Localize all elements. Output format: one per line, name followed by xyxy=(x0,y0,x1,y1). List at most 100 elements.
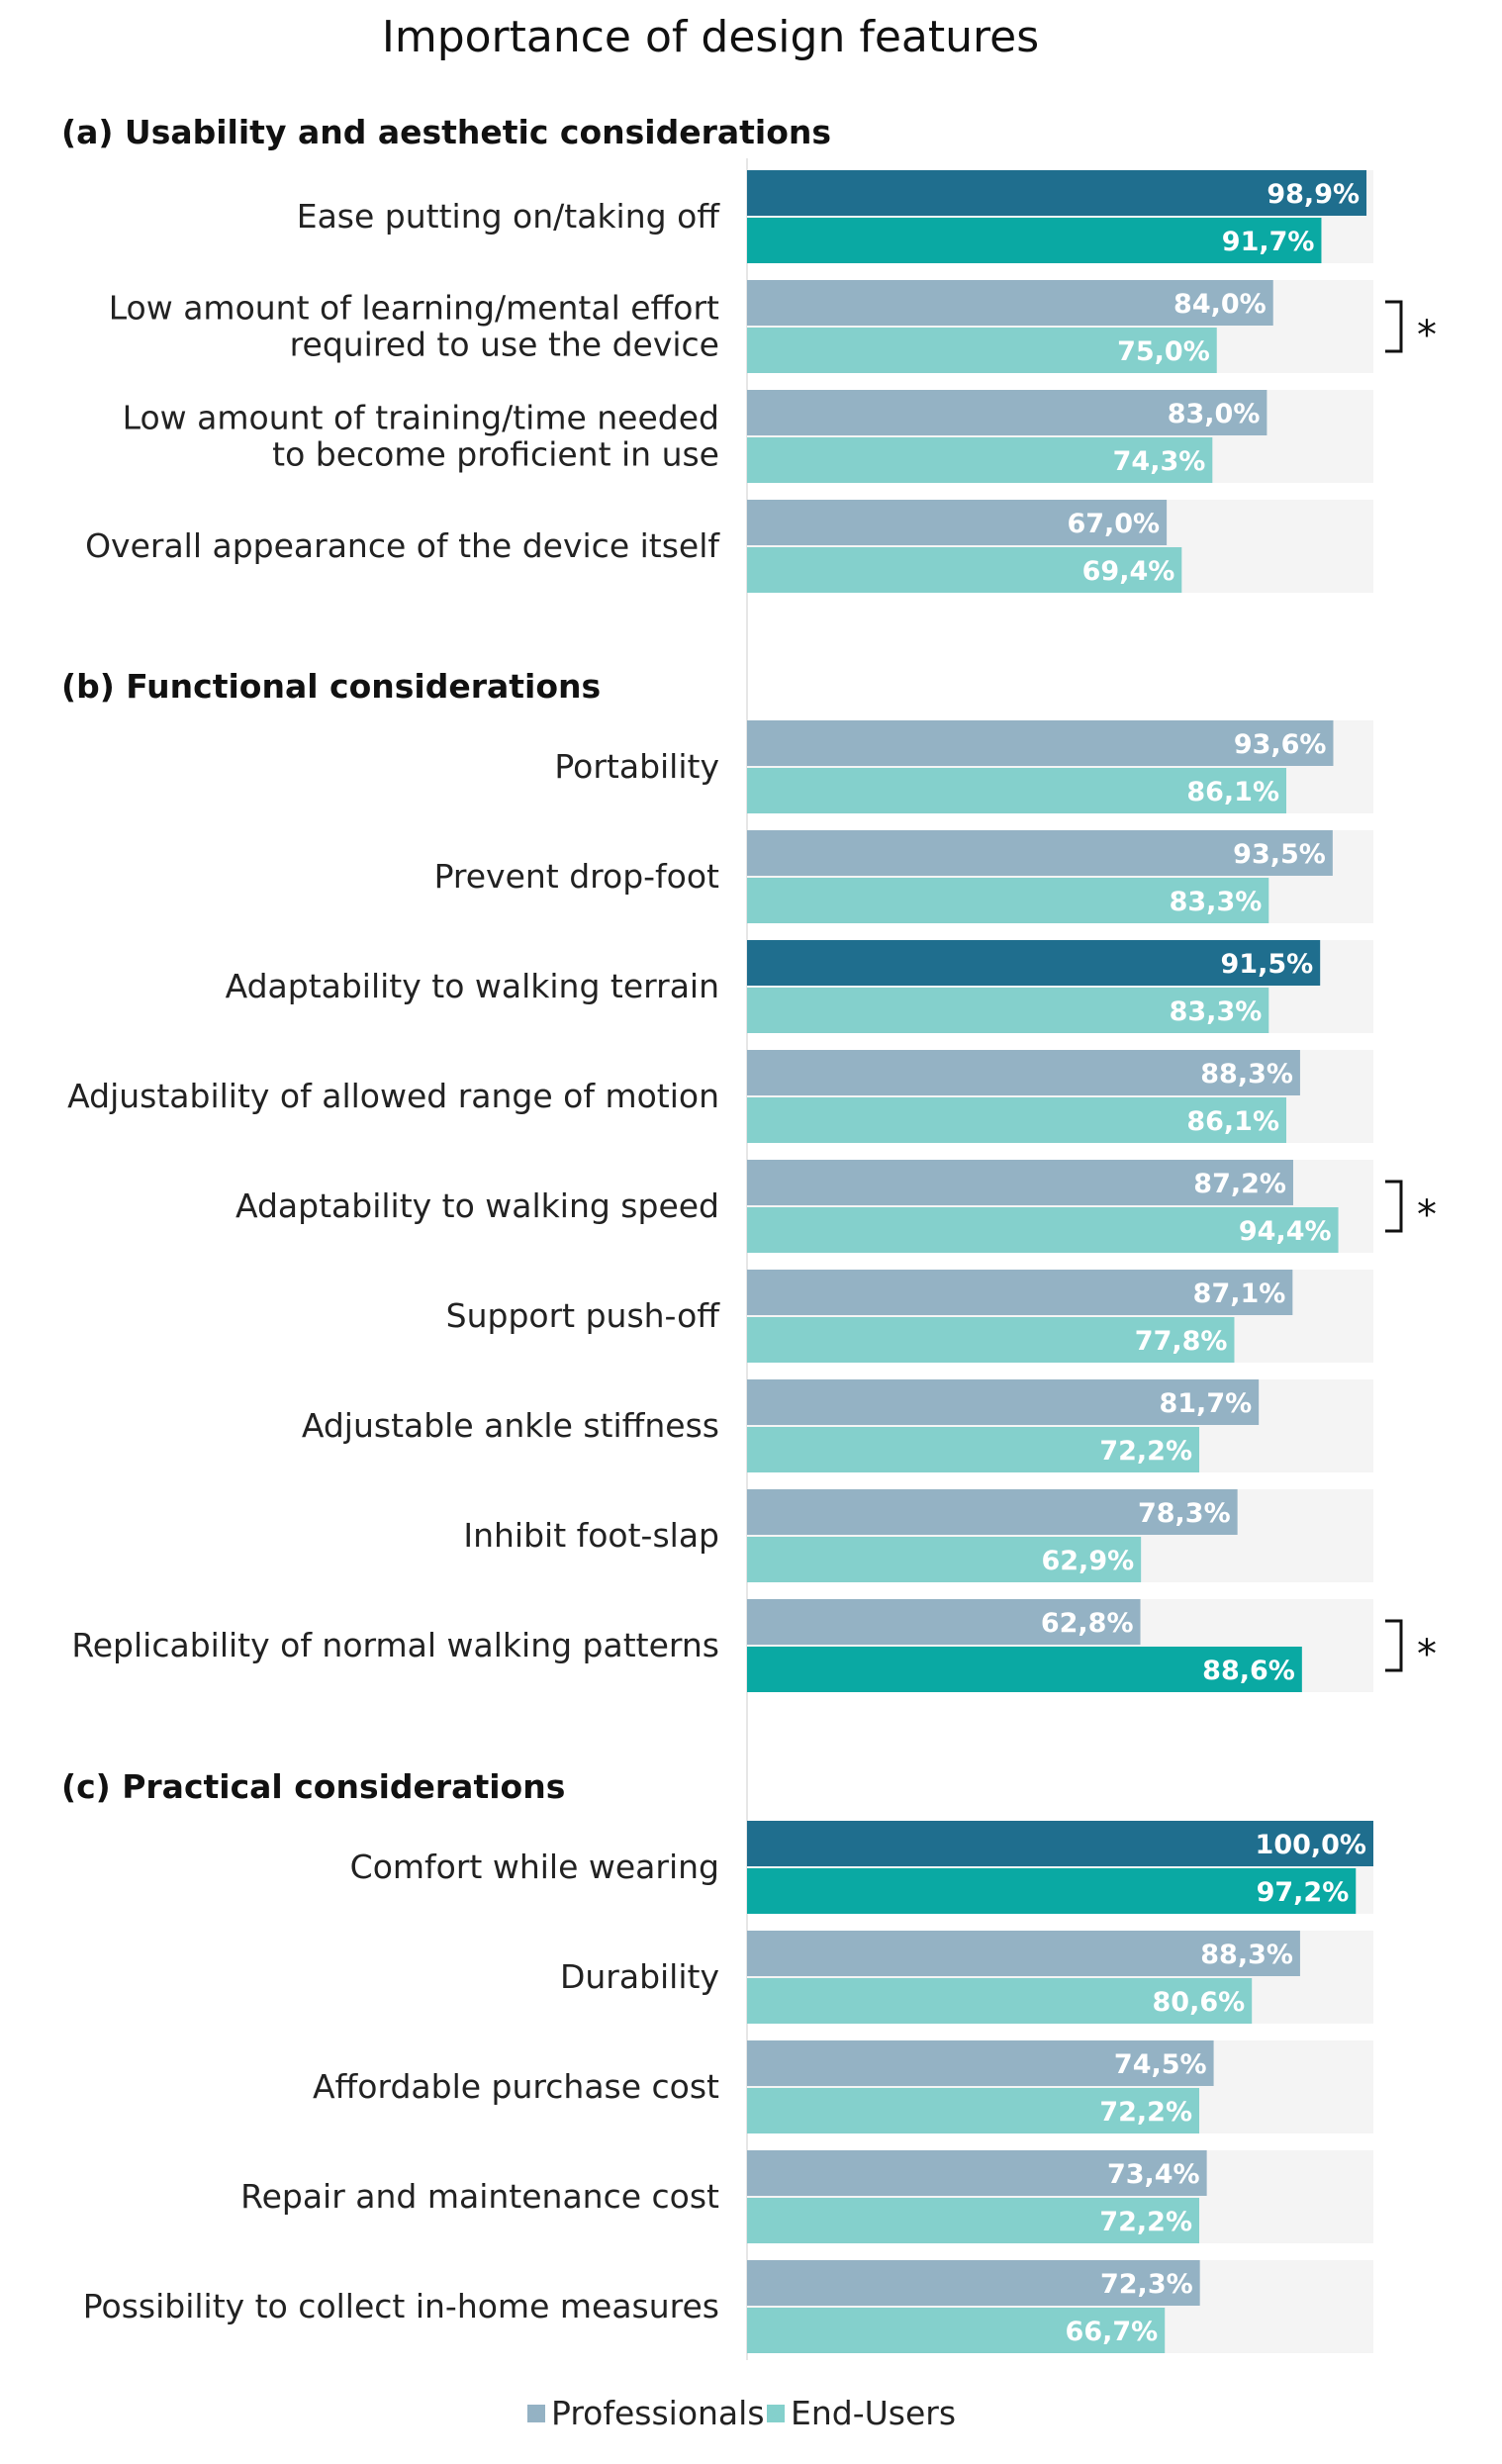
bar-end-users xyxy=(747,1647,1302,1692)
data-label-professionals: 83,0% xyxy=(1168,399,1261,429)
bar-professionals xyxy=(747,1050,1300,1095)
category-label: Adaptability to walking speed xyxy=(235,1186,719,1225)
data-label-end-users: 83,3% xyxy=(1170,887,1263,917)
legend-swatch xyxy=(767,2405,785,2422)
bar-group: 83,0% 74,3% Low amount of training/time ne… xyxy=(123,390,1373,483)
bar-professionals xyxy=(747,2040,1214,2086)
data-label-professionals: 91,5% xyxy=(1221,949,1314,980)
category-label: Support push-off xyxy=(446,1296,721,1335)
data-label-end-users: 94,4% xyxy=(1239,1216,1332,1247)
bar-group: 74,5% 72,2% Affordable purchase cost xyxy=(313,2040,1373,2133)
significance-bracket xyxy=(1385,300,1403,353)
bar-end-users xyxy=(747,328,1217,373)
bar-group: 93,6% 86,1% Portability xyxy=(554,720,1373,813)
bar-group: 62,8% 88,6% Replicability of normal walkin… xyxy=(71,1599,1437,1692)
category-label: Ease putting on/taking off xyxy=(297,197,721,236)
category-label: Possibility to collect in-home measures xyxy=(83,2287,719,2325)
bar-end-users xyxy=(747,1427,1200,1472)
bar-group: 93,5% 83,3% Prevent drop-foot xyxy=(434,830,1373,923)
bar-end-users xyxy=(747,1097,1287,1143)
category-label: required to use the device xyxy=(290,326,719,364)
category-label: Portability xyxy=(554,747,719,786)
data-label-professionals: 88,3% xyxy=(1200,1059,1293,1090)
bar-professionals xyxy=(747,1821,1373,1866)
bar-professionals xyxy=(747,830,1333,876)
bar-professionals xyxy=(747,940,1321,986)
legend-item-professionals: Professionals xyxy=(527,2394,765,2432)
data-label-end-users: 88,6% xyxy=(1202,1656,1295,1686)
category-label: Inhibit foot-slap xyxy=(463,1516,719,1555)
data-label-professionals: 62,8% xyxy=(1041,1608,1134,1639)
bar-group: 67,0% 69,4% Overall appearance of the devi… xyxy=(85,500,1373,593)
data-label-professionals: 98,9% xyxy=(1267,179,1360,210)
bar-professionals xyxy=(747,720,1334,766)
data-label-professionals: 78,3% xyxy=(1138,1498,1231,1529)
category-label: Replicability of normal walking patterns xyxy=(71,1626,719,1664)
bar-professionals xyxy=(747,1379,1260,1425)
chart-title: Importance of design features xyxy=(382,12,1039,62)
data-label-end-users: 72,2% xyxy=(1099,2207,1192,2237)
bar-professionals xyxy=(747,170,1367,216)
data-label-professionals: 93,6% xyxy=(1234,729,1327,760)
bar-end-users xyxy=(747,2088,1200,2133)
bar-group: 73,4% 72,2% Repair and maintenance cost xyxy=(240,2150,1373,2243)
bar-professionals xyxy=(747,500,1168,545)
bar-group: 88,3% 80,6% Durability xyxy=(560,1931,1373,2024)
data-label-professionals: 84,0% xyxy=(1173,289,1267,320)
significance-bracket xyxy=(1385,1619,1403,1672)
bar-end-users xyxy=(747,988,1269,1033)
data-label-professionals: 72,3% xyxy=(1100,2269,1193,2300)
category-label: Durability xyxy=(560,1957,719,1996)
legend-item-end-users: End-Users xyxy=(767,2394,956,2432)
data-label-professionals: 87,1% xyxy=(1193,1279,1286,1309)
bar-professionals xyxy=(747,390,1267,435)
significance-bracket xyxy=(1385,1180,1403,1233)
data-label-end-users: 72,2% xyxy=(1099,2097,1192,2128)
data-label-professionals: 88,3% xyxy=(1200,1940,1293,1970)
data-label-professionals: 93,5% xyxy=(1233,839,1326,870)
bar-group: 87,2% 94,4% Adaptability to walking speed * xyxy=(235,1160,1437,1253)
legend: Professionals End-Users xyxy=(527,2394,956,2432)
category-label: to become proficient in use xyxy=(272,435,719,474)
section-label: (c) Practical considerations xyxy=(61,1767,565,1806)
data-label-end-users: 66,7% xyxy=(1066,2317,1159,2347)
data-label-end-users: 97,2% xyxy=(1257,1877,1350,1908)
bar-end-users xyxy=(747,1978,1253,2024)
bar-group: 81,7% 72,2% Adjustable ankle stiffness xyxy=(302,1379,1373,1472)
category-label: Adaptability to walking terrain xyxy=(226,967,719,1005)
data-label-end-users: 62,9% xyxy=(1041,1546,1134,1576)
data-label-end-users: 83,3% xyxy=(1170,996,1263,1027)
bar-end-users xyxy=(747,1537,1142,1582)
data-label-end-users: 86,1% xyxy=(1186,777,1279,807)
bar-end-users xyxy=(747,1868,1357,1914)
bar-professionals xyxy=(747,2260,1200,2306)
category-label: Low amount of learning/mental effort xyxy=(109,289,719,328)
category-label: Low amount of training/time needed xyxy=(123,399,719,437)
data-label-end-users: 72,2% xyxy=(1099,1436,1192,1467)
bar-group: 91,5% 83,3% Adaptability to walking terrai… xyxy=(226,940,1373,1033)
bar-group: 88,3% 86,1% Adjustability of allowed range… xyxy=(67,1050,1373,1143)
category-label: Overall appearance of the device itself xyxy=(85,526,720,565)
data-label-professionals: 74,5% xyxy=(1114,2049,1207,2080)
bar-end-users xyxy=(747,1317,1235,1363)
bar-professionals xyxy=(747,1160,1293,1205)
bar-professionals xyxy=(747,280,1273,326)
bar-professionals xyxy=(747,2150,1207,2196)
data-label-end-users: 75,0% xyxy=(1117,336,1210,367)
bars-layer: (a) Usability and aesthetic consideratio… xyxy=(61,113,1437,2353)
category-label: Comfort while wearing xyxy=(350,1848,719,1886)
bar-end-users xyxy=(747,2198,1200,2243)
bar-end-users xyxy=(747,218,1322,263)
legend-label: End-Users xyxy=(791,2394,956,2432)
category-label: Adjustable ankle stiffness xyxy=(302,1406,719,1445)
bar-end-users xyxy=(747,2308,1166,2353)
data-label-end-users: 69,4% xyxy=(1082,556,1175,587)
bar-group: 100,0% 97,2% Comfort while wearing xyxy=(350,1821,1373,1914)
bar-end-users xyxy=(747,547,1182,593)
data-label-end-users: 91,7% xyxy=(1222,227,1315,257)
bar-group: 72,3% 66,7% Possibility to collect in-home… xyxy=(83,2260,1373,2353)
bar-group: 84,0% 75,0% Low amount of learning/mental … xyxy=(109,280,1437,373)
bar-group: 98,9% 91,7% Ease putting on/taking off xyxy=(297,170,1373,263)
data-label-professionals: 67,0% xyxy=(1067,509,1160,539)
